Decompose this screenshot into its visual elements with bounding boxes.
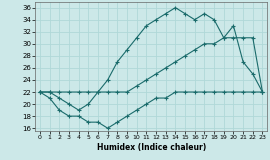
X-axis label: Humidex (Indice chaleur): Humidex (Indice chaleur) bbox=[97, 143, 206, 152]
